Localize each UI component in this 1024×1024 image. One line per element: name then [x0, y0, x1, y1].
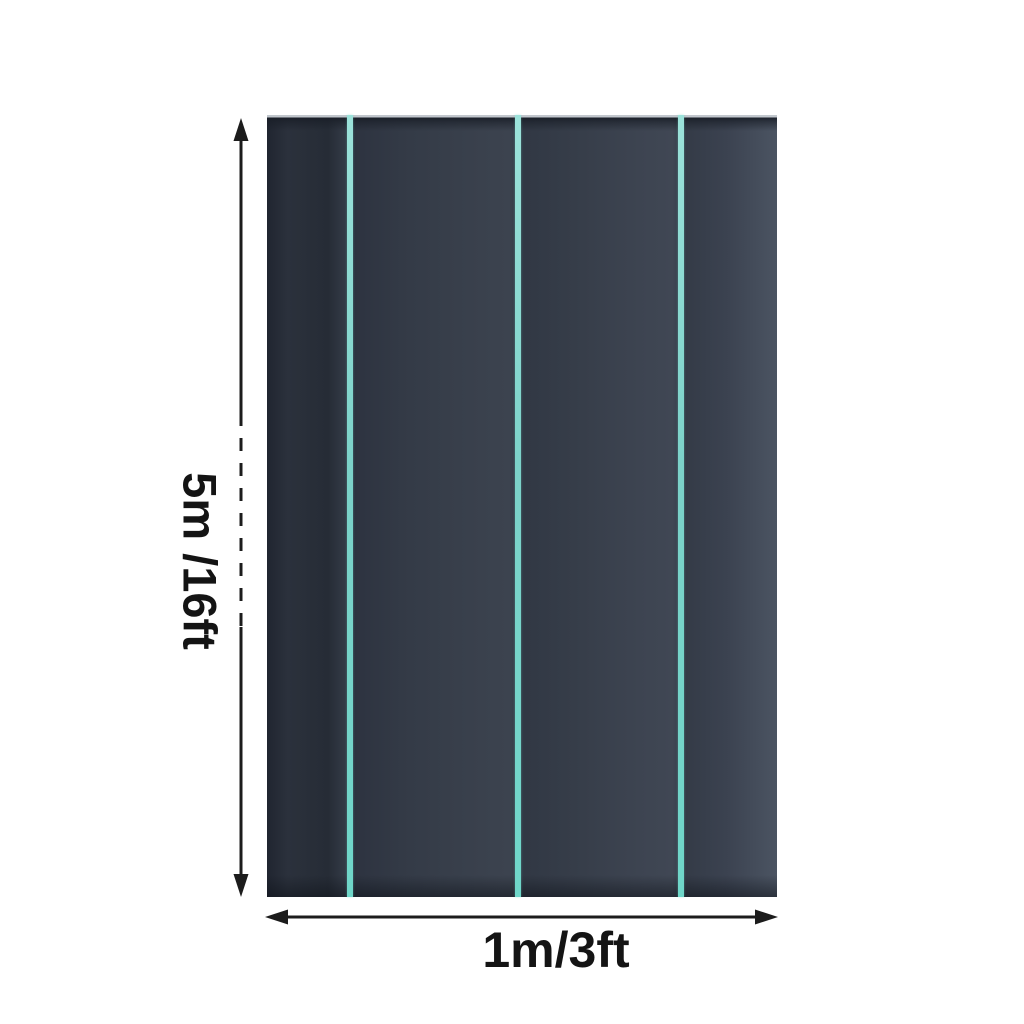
fabric-stripe	[678, 115, 685, 897]
ground-cover-fabric	[267, 115, 777, 897]
arrow-up-head	[233, 118, 249, 141]
arrow-down-head	[233, 874, 249, 897]
arrow-right-head	[755, 909, 778, 925]
width-dimension-label: 1m/3ft	[482, 922, 630, 978]
height-dimension-label: 5m /16ft	[173, 472, 227, 650]
arrow-left-head	[265, 909, 288, 925]
fabric-stripe	[347, 115, 354, 897]
fabric-stripe	[514, 115, 521, 897]
